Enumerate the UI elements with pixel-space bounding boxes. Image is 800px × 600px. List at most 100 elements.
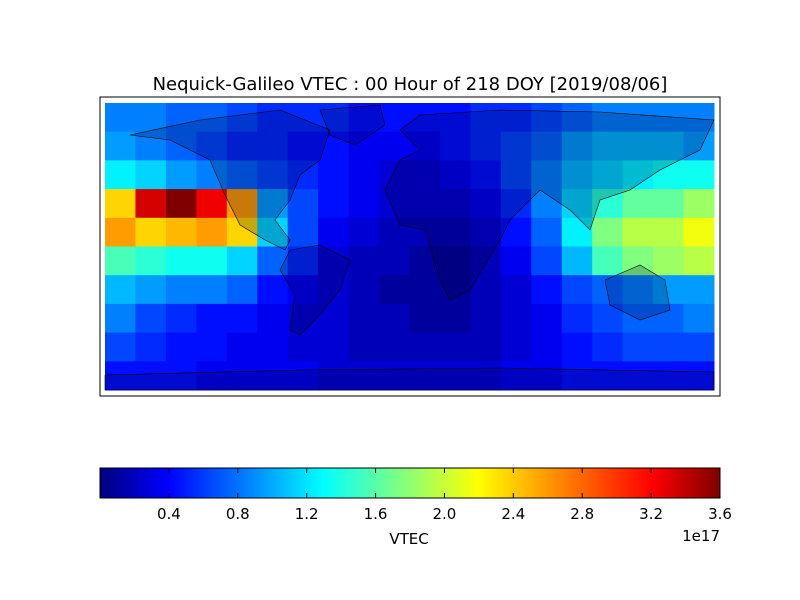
vtec-cell [105, 131, 136, 161]
coastlines [104, 104, 715, 391]
vtec-cell [165, 103, 197, 133]
vtec-cell [683, 361, 715, 391]
vtec-cell [257, 189, 289, 219]
vtec-cell [196, 303, 228, 334]
vtec-cell [531, 160, 563, 190]
vtec-cell [470, 103, 502, 133]
vtec-cell [165, 275, 197, 305]
vtec-cell [379, 361, 410, 391]
vtec-cell [105, 246, 136, 276]
vtec-cell [622, 275, 654, 305]
colorbar-label: VTEC [389, 530, 428, 548]
vtec-cell [379, 160, 410, 190]
vtec-cell [500, 332, 532, 362]
vtec-cell [287, 103, 319, 133]
vtec-cell [592, 131, 624, 161]
vtec-cell [622, 246, 654, 276]
vtec-cell [561, 131, 593, 161]
vtec-cell [439, 361, 471, 391]
vtec-cell [135, 246, 167, 276]
vtec-cell [318, 189, 350, 219]
vtec-cell [257, 275, 289, 305]
vtec-cell [653, 303, 685, 334]
chart-title: Nequick-Galileo VTEC : 00 Hour of 218 DO… [153, 74, 668, 95]
colorbar-tick-label: 1.6 [364, 505, 388, 523]
vtec-cell [318, 275, 350, 305]
vtec-cell [318, 332, 350, 362]
vtec-cell [683, 303, 715, 334]
vtec-cell [592, 160, 624, 190]
vtec-cell [135, 275, 167, 305]
vtec-cell [561, 361, 593, 391]
vtec-cell [561, 189, 593, 219]
vtec-cell [105, 361, 136, 391]
vtec-cell [348, 275, 380, 305]
vtec-cell [500, 217, 532, 247]
vtec-cell [226, 303, 258, 334]
vtec-cell [105, 217, 136, 247]
vtec-cell [348, 332, 380, 362]
vtec-cell [561, 217, 593, 247]
colorbar-tick-label: 2.0 [433, 505, 457, 523]
vtec-cell [105, 103, 136, 133]
vtec-cell [409, 246, 441, 276]
vtec-cell [287, 217, 319, 247]
vtec-cell [561, 303, 593, 334]
vtec-cell [683, 189, 715, 219]
vtec-cell [226, 246, 258, 276]
vtec-cell [592, 217, 624, 247]
vtec-cell [257, 332, 289, 362]
vtec-cell [348, 217, 380, 247]
vtec-cell [653, 275, 685, 305]
vtec-cell [135, 189, 167, 219]
vtec-cell [318, 246, 350, 276]
vtec-cell [196, 361, 228, 391]
vtec-cell [592, 103, 624, 133]
vtec-cell [257, 131, 289, 161]
vtec-cell [287, 332, 319, 362]
colorbar-tick-label: 0.4 [157, 505, 181, 523]
vtec-cell [348, 246, 380, 276]
vtec-cell [409, 131, 441, 161]
vtec-cell [470, 160, 502, 190]
vtec-cell [500, 160, 532, 190]
vtec-cell [500, 303, 532, 334]
vtec-cell [439, 332, 471, 362]
vtec-cell [622, 361, 654, 391]
vtec-cell [348, 361, 380, 391]
vtec-cell [165, 303, 197, 334]
vtec-cell [135, 361, 167, 391]
vtec-cell [287, 131, 319, 161]
vtec-cell [105, 332, 136, 362]
colorbar-tick-label: 0.8 [226, 505, 250, 523]
vtec-cell [257, 103, 289, 133]
vtec-cell [470, 361, 502, 391]
vtec-cell [226, 361, 258, 391]
colorbar-tick-label: 3.2 [639, 505, 663, 523]
vtec-cell [348, 103, 380, 133]
vtec-cell [439, 217, 471, 247]
vtec-cell [683, 103, 715, 133]
vtec-cell [348, 160, 380, 190]
vtec-cell [196, 103, 228, 133]
vtec-cell [165, 361, 197, 391]
vtec-cell [226, 131, 258, 161]
vtec-cell [226, 160, 258, 190]
vtec-cell [105, 275, 136, 305]
vtec-cell [622, 131, 654, 161]
vtec-cell [105, 303, 136, 334]
colorbar-tick-label: 2.8 [570, 505, 594, 523]
vtec-cell [287, 246, 319, 276]
vtec-cell [287, 275, 319, 305]
vtec-cell [561, 103, 593, 133]
vtec-cell [500, 246, 532, 276]
vtec-cell [165, 332, 197, 362]
vtec-cell [165, 246, 197, 276]
vtec-cell [135, 303, 167, 334]
vtec-cell [348, 303, 380, 334]
vtec-cell [226, 332, 258, 362]
vtec-cell [196, 275, 228, 305]
vtec-cell [622, 217, 654, 247]
vtec-cell [653, 131, 685, 161]
